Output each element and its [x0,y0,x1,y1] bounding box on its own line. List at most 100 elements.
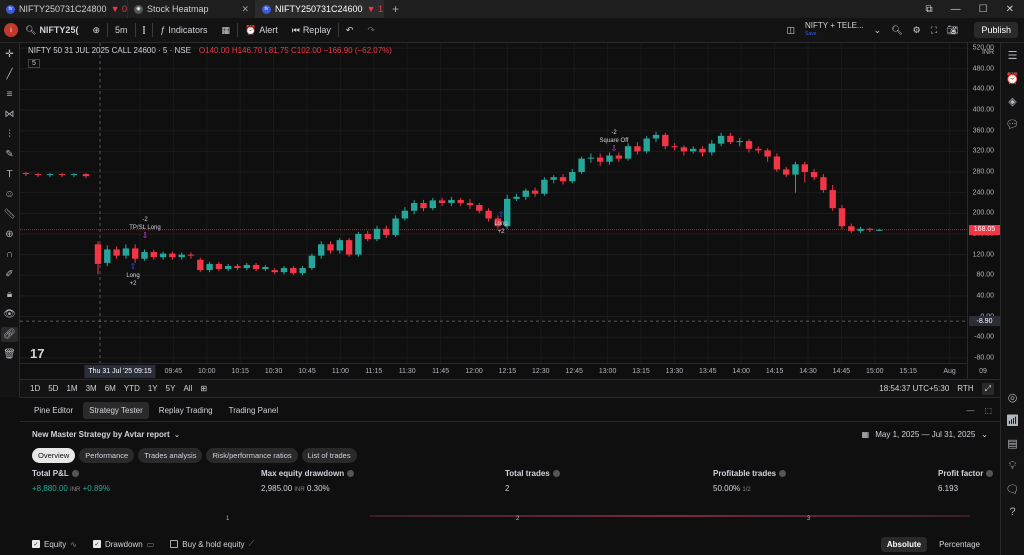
brush-icon[interactable]: ✎ [5,149,14,160]
watchlist-icon[interactable]: ☰ [1007,50,1018,62]
replay-button[interactable]: ⏮ Replay [285,18,338,43]
buy-hold-checkbox[interactable]: Buy & hold equity ⟋ [170,539,254,549]
tf-5y[interactable]: 5Y [165,384,176,393]
interval-button[interactable]: 5m [108,18,135,43]
maximize-icon[interactable]: ☐ [978,3,988,15]
templates-button[interactable]: ▦ [214,18,237,43]
subtab-performance[interactable]: Performance [79,447,135,463]
symbol-search-button[interactable]: 🔍︎ NIFTY25( [18,18,85,43]
alert-button[interactable]: ⏰ Alert [238,18,285,43]
search-icon[interactable]: 🔍︎ [891,24,903,35]
date-range-button[interactable]: ▦ May 1, 2025 — Jul 31, 2025 ⌄ [862,430,988,439]
layout-icon[interactable]: ◫ [786,24,796,35]
info-icon[interactable] [552,470,560,477]
extensions-icon[interactable]: ⧉ [925,3,933,15]
maximize-panel-icon[interactable]: ⬚ [984,406,992,415]
new-tab-icon[interactable]: + [392,2,400,16]
publish-button[interactable]: Publish [974,22,1018,38]
pattern-icon[interactable]: ⋈ [4,109,15,120]
layers-icon[interactable]: ◈ [1008,96,1017,108]
tab-pine-editor[interactable]: Pine Editor [34,406,74,415]
stay-drawing-icon[interactable]: ✐ [5,269,14,280]
auto-scale-icon[interactable]: ⤢ [981,382,994,395]
legend-count-badge[interactable]: 5 [28,59,40,68]
info-icon[interactable] [347,470,355,477]
trade-marker-tp[interactable]: -2 TP/SL Long ⇩ [129,216,160,241]
info-icon[interactable] [779,470,787,477]
ruler-icon[interactable]: 📏︎ [3,209,16,220]
drawdown-checkbox[interactable]: ✓ Drawdown ▭ [92,540,154,549]
eye-icon[interactable]: 👁︎ [3,309,16,320]
chevron-down-icon[interactable]: ⌄ [873,24,882,35]
price-axis[interactable]: INR 520.00 480.00 440.00 400.00 360.00 320.00… [967,43,1000,379]
trash-icon[interactable]: 🗑︎ [3,349,16,360]
browser-tab-1[interactable]: ◉ Stock Heatmap ✕ [128,0,256,18]
strategy-name[interactable]: New Master Strategy by Avtar report [32,429,170,439]
browser-tab-2[interactable]: tv NIFTY250731C24600 ▼ 168. ✕ [256,0,384,18]
time-axis[interactable]: 09:3009:4510:0010:1510:3010:4511:0011:15… [20,363,987,379]
subtab-list-of-trades[interactable]: List of trades [301,447,357,463]
camera-icon[interactable]: 📷︎ [947,24,959,35]
fullscreen-icon[interactable]: ⛶ [930,24,938,35]
info-icon[interactable] [986,470,994,477]
trend-line-icon[interactable]: ╱ [6,69,13,80]
tf-3m[interactable]: 3M [85,384,97,393]
fib-icon[interactable]: ≡ [6,89,13,100]
minimize-icon[interactable]: — [950,3,961,15]
text-icon[interactable]: T [6,169,13,180]
magnet-icon[interactable]: ∩ [5,249,14,260]
tab-trading-panel[interactable]: Trading Panel [228,406,279,415]
window-close-icon[interactable]: ✕ [1005,3,1014,15]
target-icon[interactable]: ◎ [1007,392,1018,404]
tradingview-logo[interactable]: 17 [30,346,45,361]
currency-label[interactable]: INR [981,49,994,56]
tf-1y[interactable]: 1Y [147,384,158,393]
tf-all[interactable]: All [183,384,193,393]
indicators-button[interactable]: ƒ Indicators [153,18,214,43]
clock-label[interactable]: 18:54:37 UTC+5:30 [879,384,950,393]
help-icon[interactable]: ? [1009,506,1016,518]
lock-icon[interactable]: 🔒︎ [6,289,13,300]
alerts-icon[interactable]: ⏰ [1005,73,1020,85]
minimize-panel-icon[interactable]: — [966,406,975,415]
emoji-icon[interactable]: ☺ [4,189,15,200]
legend-symbol[interactable]: NIFTY 50 31 JUL 2025 CALL 24600 · 5 · NS… [28,46,191,55]
trade-marker-long1[interactable]: ⇧ Long +2 [126,263,139,288]
tf-1d[interactable]: 1D [30,384,41,393]
equity-checkbox[interactable]: ✓ Equity ∿ [32,540,77,549]
chat-bubble-icon[interactable]: 🗨︎ [1005,484,1020,496]
chart-type-button[interactable]: ⫿ [136,18,153,43]
chevron-down-icon[interactable]: ⌄ [173,429,181,439]
subtab-overview[interactable]: Overview [32,447,76,463]
calendar-icon[interactable]: ▤ [1007,438,1018,450]
price-chart[interactable]: NIFTY 50 31 JUL 2025 CALL 24600 · 5 · NS… [20,43,1000,379]
tf-1m[interactable]: 1M [66,384,78,393]
chat-icon[interactable]: 💬︎ [1005,119,1020,131]
compare-button[interactable]: ⊕ [85,18,107,43]
equity-mini-chart[interactable] [370,515,970,517]
tab-strategy-tester[interactable]: Strategy Tester [83,402,149,419]
avatar[interactable]: i [4,23,18,37]
trade-marker-long2[interactable]: ⇧ Long +2 [494,211,507,236]
settings-icon[interactable]: ⚙ [912,24,921,35]
trade-marker-sq[interactable]: -2 Square Off ⇩ [600,129,629,154]
browser-tab-0[interactable]: tv NIFTY250731C24800 ▼ 0.05 ✕ [0,0,128,18]
tf-5d[interactable]: 5D [48,384,59,393]
redo-button[interactable]: ↷ [360,18,382,43]
subtab-risk-ratios[interactable]: Risk/performance ratios [206,447,298,463]
projection-icon[interactable]: ⫶ [8,129,11,140]
layout-name-button[interactable]: NIFTY + TELE... Save [805,22,864,38]
date-range-icon[interactable]: ⊞ [200,384,208,393]
tf-ytd[interactable]: YTD [123,384,140,393]
mode-absolute-button[interactable]: Absolute [880,536,928,552]
ideas-icon[interactable]: 💡︎ [1008,460,1017,472]
subtab-trades-analysis[interactable]: Trades analysis [138,447,203,463]
mode-percentage-button[interactable]: Percentage [939,539,980,549]
close-icon[interactable]: ✕ [241,3,249,14]
crosshair-icon[interactable]: ✛ [5,49,14,60]
info-icon[interactable] [71,470,79,477]
chart-canvas[interactable] [20,43,967,363]
zoom-icon[interactable]: ⊕ [5,229,14,240]
signal-icon[interactable]: 📶︎ [1005,415,1020,427]
tab-replay-trading[interactable]: Replay Trading [158,406,213,415]
